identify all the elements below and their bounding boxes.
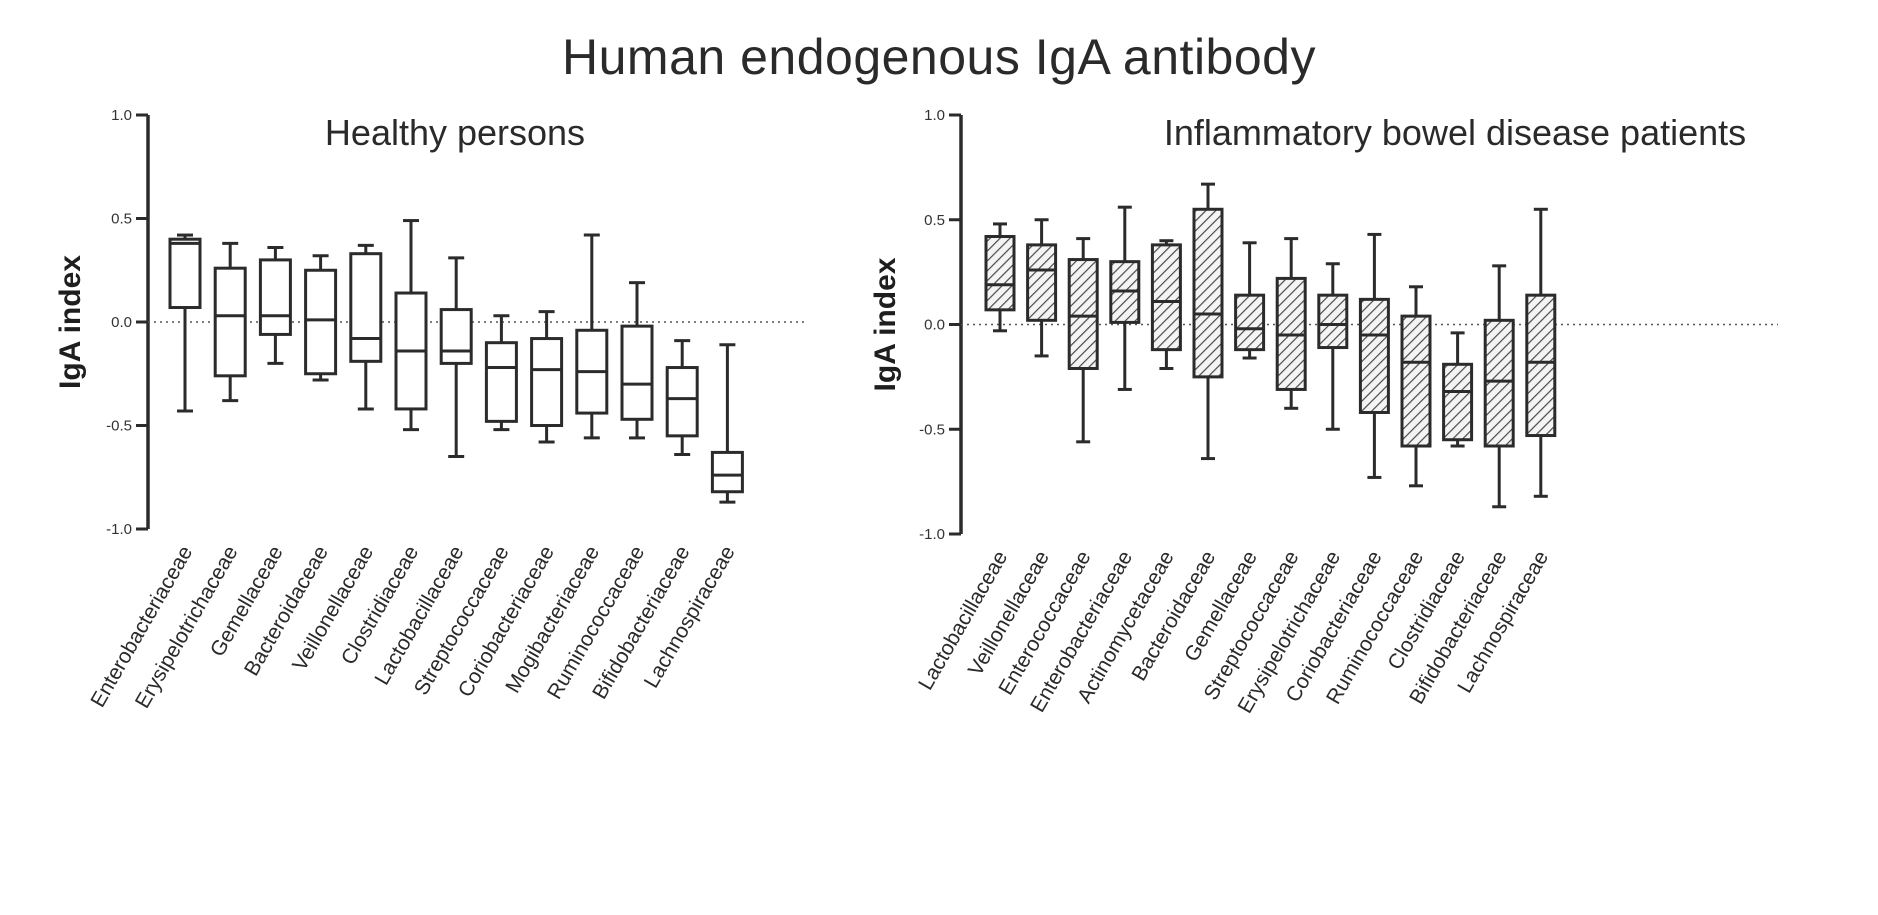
box-iqr: [530, 337, 564, 427]
y-tick-label: -1.0: [106, 521, 132, 538]
box-iqr: [484, 341, 518, 423]
panel-title: Inflammatory bowel disease patients: [1164, 112, 1746, 153]
y-tick-label: 1.0: [111, 107, 132, 124]
box-iqr: [1442, 362, 1474, 442]
y-tick-label: -0.5: [106, 418, 132, 435]
healthy-persons-chart: Healthy persons IgA index 1.0 0.5 0.0 -0.5 -1.…: [54, 107, 805, 712]
box-iqr: [439, 308, 473, 365]
box-iqr: [1192, 207, 1224, 379]
y-axis-label: IgA index: [54, 255, 87, 389]
y-tick-label: 0.5: [111, 211, 132, 228]
box-iqr: [304, 268, 338, 376]
box-iqr: [710, 450, 744, 494]
box-iqr: [1026, 243, 1058, 322]
panel-title: Healthy persons: [325, 112, 585, 153]
y-tick-label: 0.0: [111, 314, 132, 331]
box-iqr: [258, 258, 292, 336]
y-tick-label: -0.5: [919, 421, 945, 438]
ibd-patients-chart: Inflammatory bowel disease patients IgA i…: [869, 107, 1778, 717]
box-iqr: [1400, 314, 1432, 448]
figure-title: Human endogenous IgA antibody: [562, 29, 1316, 85]
y-axis-label: IgA index: [869, 257, 902, 391]
box-iqr: [665, 366, 699, 438]
y-tick-label: 1.0: [924, 107, 945, 124]
box-iqr: [1317, 293, 1349, 350]
box-iqr: [1150, 243, 1182, 352]
y-tick-label: 0.5: [924, 212, 945, 229]
box-iqr: [1358, 297, 1390, 414]
box-iqr: [1525, 293, 1557, 438]
box-iqr: [1067, 258, 1099, 370]
y-tick-label: -1.0: [919, 526, 945, 543]
box-iqr: [1234, 293, 1266, 352]
box-iqr: [213, 266, 247, 378]
box-iqr: [984, 235, 1016, 312]
box-iqr: [168, 237, 202, 310]
box-iqr: [349, 252, 383, 363]
box-iqr: [620, 324, 654, 421]
box-iqr: [1483, 318, 1515, 448]
y-tick-label: 0.0: [924, 317, 945, 334]
